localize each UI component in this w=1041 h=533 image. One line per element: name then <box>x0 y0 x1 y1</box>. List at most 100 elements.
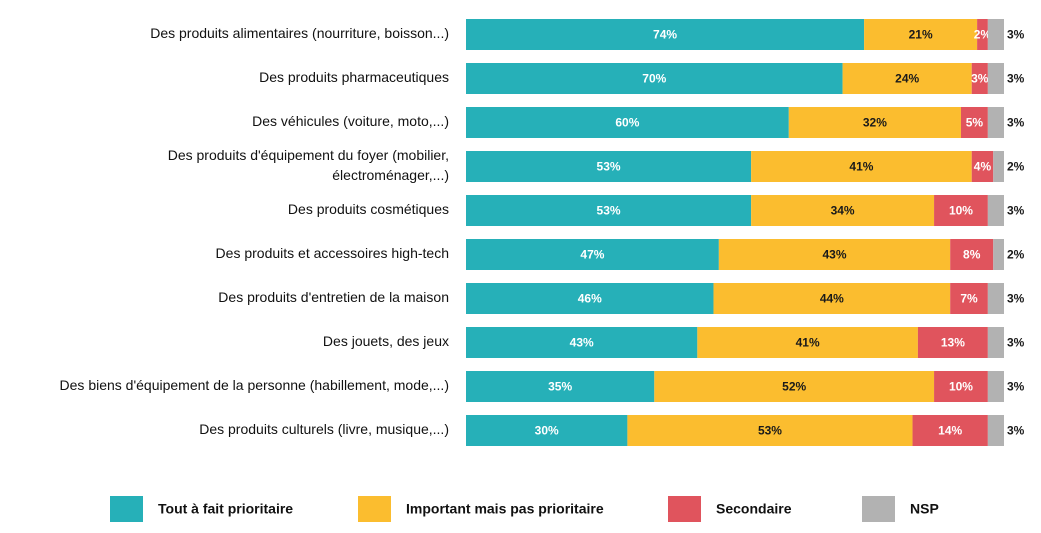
bar-value-label: 5% <box>966 116 984 130</box>
category-label: Des produits d'entretien de la maison <box>218 289 449 305</box>
bar-segment-nsp <box>993 239 1004 270</box>
bar-segment-tout-a-fait-prioritaire <box>466 195 752 226</box>
bar-segment-nsp <box>987 195 1004 226</box>
bar-segment-secondaire <box>977 19 988 50</box>
bar-segment-secondaire <box>960 107 988 138</box>
nsp-value-label: 3% <box>1007 424 1025 438</box>
bar-value-label: 10% <box>949 380 973 394</box>
bar-segment-important-mais-pas-prioritaire <box>718 239 951 270</box>
bar-value-label: 13% <box>941 336 965 350</box>
bar-segment-tout-a-fait-prioritaire <box>466 151 752 182</box>
bar-segment-secondaire <box>912 415 988 446</box>
category-label: Des produits d'équipement du foyer (mobi… <box>168 147 449 163</box>
bar-segment-important-mais-pas-prioritaire <box>842 63 972 94</box>
legend-swatch-secondaire <box>668 496 701 522</box>
bar-segment-secondaire <box>934 195 988 226</box>
bar-value-label: 34% <box>831 204 855 218</box>
bar-segment-tout-a-fait-prioritaire <box>466 19 865 50</box>
bar-segment-secondaire <box>917 327 988 358</box>
category-label: Des produits culturels (livre, musique,.… <box>199 421 449 437</box>
bar-segment-nsp <box>987 327 1004 358</box>
legend-label-nsp: NSP <box>910 501 939 517</box>
bar-segment-secondaire <box>971 151 994 182</box>
bar-segment-tout-a-fait-prioritaire <box>466 371 655 402</box>
bar-segment-tout-a-fait-prioritaire <box>466 63 843 94</box>
bar-segment-secondaire <box>950 283 988 314</box>
category-labels: Des produits alimentaires (nourriture, b… <box>60 25 449 437</box>
bar-value-label: 43% <box>570 336 594 350</box>
bar-segment-important-mais-pas-prioritaire <box>627 415 913 446</box>
legend-swatch-tout-a-fait-prioritaire <box>110 496 143 522</box>
legend-label-important-mais-pas-prioritaire: Important mais pas prioritaire <box>406 501 604 517</box>
legend-label-tout-a-fait-prioritaire: Tout à fait prioritaire <box>158 501 293 517</box>
bar-segment-nsp <box>987 63 1004 94</box>
bar-segment-nsp <box>987 283 1004 314</box>
bar-value-label: 41% <box>796 336 820 350</box>
bar-value-label: 53% <box>758 424 782 438</box>
nsp-value-label: 3% <box>1007 72 1025 86</box>
legend: Tout à fait prioritaire Important mais pa… <box>110 496 939 522</box>
bar-segment-important-mais-pas-prioritaire <box>788 107 961 138</box>
bar-value-label: 8% <box>963 248 981 262</box>
nsp-value-label: 3% <box>1007 28 1025 42</box>
category-label: électroménager,...) <box>332 167 449 183</box>
nsp-value-label: 3% <box>1007 380 1025 394</box>
bar-value-label: 21% <box>909 28 933 42</box>
category-label: Des produits pharmaceutiques <box>259 69 449 85</box>
bar-value-label: 46% <box>578 292 602 306</box>
bar-segment-important-mais-pas-prioritaire <box>654 371 935 402</box>
bar-segment-secondaire <box>934 371 988 402</box>
bar-value-label: 53% <box>597 204 621 218</box>
nsp-value-label: 2% <box>1007 160 1025 174</box>
bar-value-label: 44% <box>820 292 844 306</box>
bar-value-label: 30% <box>535 424 559 438</box>
bar-segment-important-mais-pas-prioritaire <box>697 327 918 358</box>
bar-segment-important-mais-pas-prioritaire <box>864 19 978 50</box>
legend-swatch-important-mais-pas-prioritaire <box>358 496 391 522</box>
bar-segment-tout-a-fait-prioritaire <box>466 107 789 138</box>
category-label: Des produits alimentaires (nourriture, b… <box>150 25 449 41</box>
bar-value-label: 47% <box>580 248 604 262</box>
bar-value-label: 70% <box>642 72 666 86</box>
bar-value-label: 7% <box>960 292 978 306</box>
nsp-value-label: 3% <box>1007 292 1025 306</box>
bar-segment-nsp <box>987 19 1004 50</box>
bar-value-label: 24% <box>895 72 919 86</box>
bar-segment-nsp <box>987 415 1004 446</box>
bar-segment-nsp <box>987 371 1004 402</box>
bar-segment-secondaire <box>971 63 988 94</box>
bar-value-label: 53% <box>597 160 621 174</box>
bar-segment-important-mais-pas-prioritaire <box>751 195 935 226</box>
bar-value-label: 14% <box>938 424 962 438</box>
category-label: Des biens d'équipement de la personne (h… <box>60 377 449 393</box>
nsp-value-label: 3% <box>1007 116 1025 130</box>
bar-segment-tout-a-fait-prioritaire <box>466 415 628 446</box>
category-label: Des produits et accessoires high-tech <box>216 245 449 261</box>
bar-value-label: 32% <box>863 116 887 130</box>
bar-value-label: 43% <box>823 248 847 262</box>
nsp-value-label: 3% <box>1007 204 1025 218</box>
legend-label-secondaire: Secondaire <box>716 501 792 517</box>
category-label: Des jouets, des jeux <box>323 333 449 349</box>
legend-swatch-nsp <box>862 496 895 522</box>
bar-segment-nsp <box>987 107 1004 138</box>
bar-value-label: 41% <box>849 160 873 174</box>
category-label: Des produits cosmétiques <box>288 201 449 217</box>
nsp-value-label: 3% <box>1007 336 1025 350</box>
bars: 74% 21% 2% 3% 70% 24% 3% 3% 60% 32% 5% 3% 53% 41% 4% 2%… <box>466 19 1025 446</box>
bar-segment-important-mais-pas-prioritaire <box>751 151 972 182</box>
bar-segment-tout-a-fait-prioritaire <box>466 327 698 358</box>
bar-value-label: 4% <box>974 160 992 174</box>
bar-value-label: 52% <box>782 380 806 394</box>
category-label: Des véhicules (voiture, moto,...) <box>252 113 449 129</box>
nsp-value-label: 2% <box>1007 248 1025 262</box>
bar-value-label: 10% <box>949 204 973 218</box>
bar-segment-tout-a-fait-prioritaire <box>466 239 719 270</box>
bar-value-label: 35% <box>548 380 572 394</box>
bar-segment-secondaire <box>950 239 994 270</box>
bar-value-label: 60% <box>615 116 639 130</box>
bar-value-label: 2% <box>974 28 992 42</box>
bar-segment-important-mais-pas-prioritaire <box>713 283 951 314</box>
bar-value-label: 3% <box>971 72 989 86</box>
